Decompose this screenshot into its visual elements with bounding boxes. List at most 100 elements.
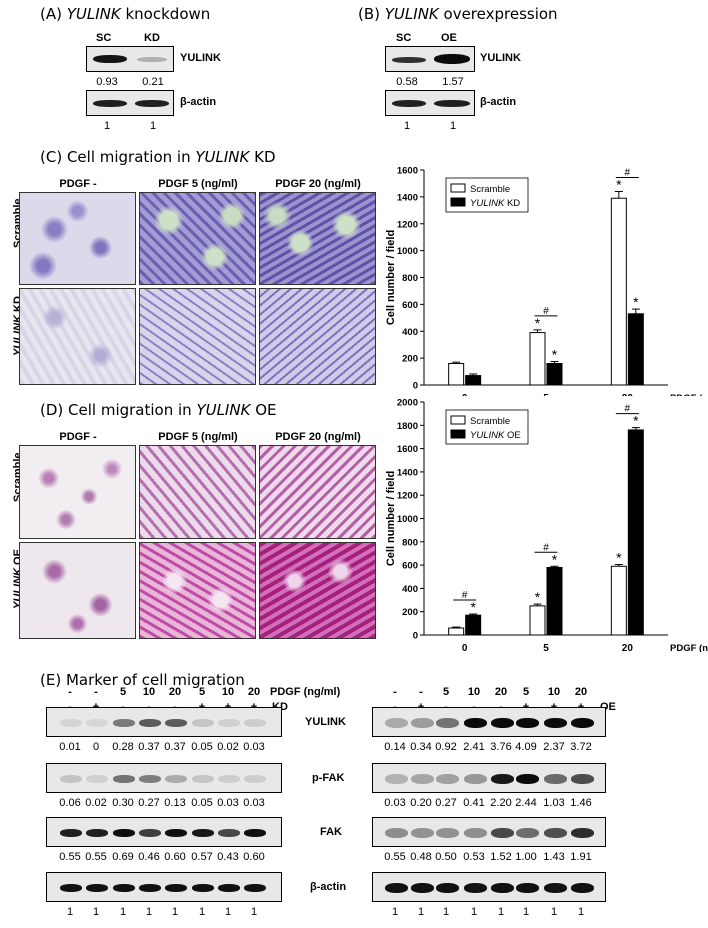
panel-b-actin-blot [385,90,475,116]
significance-star: * [616,550,622,566]
band-value-left: 0.05 [191,797,213,809]
micrograph-oe-pdgf-20 [259,542,376,639]
band-value-right: 0.48 [410,851,432,863]
band-value-left: 1 [198,906,206,918]
panel-a-loading-value: 1 [103,120,111,132]
western-blot-left [46,872,282,902]
band-value-right: 1 [522,906,530,918]
y-tick-label: 800 [402,273,418,284]
panel-a-value: 0.21 [142,76,164,88]
y-tick-label: 600 [402,300,418,311]
band [192,829,214,837]
panel-c-col-label: PDGF 5 (ng/ml) [158,178,238,190]
band-value-left: 0.37 [164,741,186,753]
band [464,828,487,838]
pdgf-header-right: - [393,686,397,698]
band-value-right: 4.09 [515,741,537,753]
band [544,718,567,728]
band [516,718,539,728]
significance-star: * [535,589,541,605]
panel-d-title: (D) Cell migration in YULINK OE [40,401,277,419]
band [385,883,408,893]
band-value-right: 1 [442,906,450,918]
band-value-right: 1.52 [490,851,512,863]
panel-d-col-label: PDGF - [59,431,97,443]
band-value-right: 2.37 [543,741,565,753]
legend-swatch [450,183,466,193]
band [192,719,214,727]
significance-hash: # [543,306,549,317]
x-tick-label: 20 [622,643,634,652]
band [571,718,594,728]
band [218,775,240,783]
legend-gene: YULINK [470,198,505,209]
western-blot-right [372,817,606,847]
y-tick-label: 0 [413,381,418,392]
micrograph-kd-pdgf-5 [139,288,256,385]
panel-a-loading-label: β-actin [180,96,217,108]
band [60,719,82,727]
micrograph-oe-pdgf-none [19,542,136,639]
band-value-left: 0.05 [191,741,213,753]
band [392,100,426,107]
panel-a-lane-kd: KD [144,32,160,44]
band-value-left: 0.06 [59,797,81,809]
band [411,883,434,893]
bar [448,627,465,636]
significance-hash: # [462,590,468,601]
legend-label: YULINK OE [470,430,521,441]
band [464,774,487,784]
band [385,828,408,838]
band [86,829,108,837]
legend-label: Scramble [470,184,510,195]
panel-a-title: (A) YULINK knockdown [40,5,211,23]
band [434,100,470,107]
legend-gene: YULINK [470,430,505,441]
legend-label: YULINK KD [470,198,520,209]
legend-swatch [450,429,466,439]
band [464,883,487,893]
band [192,884,214,892]
y-tick-label: 1200 [397,491,418,502]
x-tick-label: 5 [543,393,549,396]
micrograph-oe-pdgf-5 [139,542,256,639]
band [244,719,266,727]
micrograph-scramble-pdgf-20 [259,192,376,285]
band-value-left: 0.13 [164,797,186,809]
significance-star: * [470,599,476,615]
band [165,884,187,892]
band [86,719,108,727]
band [544,828,567,838]
panel-c-bar-chart: Cell number / field020040060080010001200… [385,166,708,397]
pdgf-header-right: 5 [442,686,450,698]
band-value-right: 3.72 [570,741,592,753]
band [385,774,408,784]
panel-b-loading-value: 1 [403,120,411,132]
band [86,775,108,783]
band-value-right: 1 [470,906,478,918]
panel-b-title: (B) YULINK overexpression [358,5,558,23]
pdgf-label: PDGF (ng/ml) [270,686,341,698]
band-value-left: 0.03 [217,797,239,809]
band-value-left: 1 [92,906,100,918]
y-axis-label: Cell number / field [385,471,397,566]
band [411,774,434,784]
band [411,828,434,838]
pdgf-header-left: 10 [221,686,235,698]
western-blot-right [372,707,606,737]
band [491,828,514,838]
band-value-left: 0.55 [85,851,107,863]
significance-star: * [535,315,541,331]
band-value-left: 0.46 [138,851,160,863]
pdgf-header-right: 20 [574,686,588,698]
band [464,718,487,728]
band-value-left: 0.02 [217,741,239,753]
pdgf-header-right: 20 [494,686,508,698]
pdgf-header-right: - [419,686,423,698]
pdgf-header-right: 5 [522,686,530,698]
band [571,828,594,838]
micrograph-scramble-oe-pdgf-none [19,445,136,539]
band-value-left: 1 [250,906,258,918]
band [165,829,187,837]
